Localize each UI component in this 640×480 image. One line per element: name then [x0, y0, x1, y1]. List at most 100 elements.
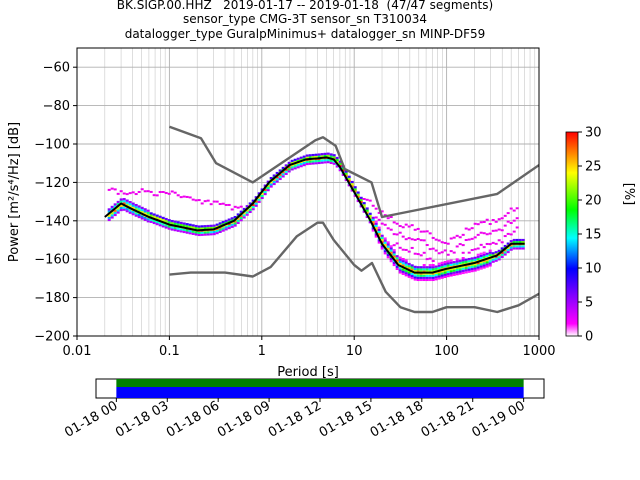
histogram-cell: [368, 214, 372, 218]
histogram-cell: [194, 227, 198, 230]
histogram-cell: [242, 212, 246, 215]
histogram-cell: [134, 206, 138, 209]
histogram-cell-low: [428, 248, 432, 251]
histogram-cell: [503, 244, 507, 248]
histogram-cell: [455, 258, 459, 261]
histogram-cell: [323, 161, 327, 164]
histogram-cell: [275, 178, 279, 181]
histogram-cell: [455, 271, 459, 274]
histogram-cell-low: [161, 190, 165, 193]
histogram-cell: [485, 252, 489, 255]
histogram-cell: [464, 258, 468, 261]
histogram-cell: [413, 265, 417, 268]
histogram-cell: [479, 263, 483, 266]
histogram-cell-low: [146, 190, 150, 193]
colorbar-tick-label: 20: [585, 194, 602, 209]
histogram-cell: [119, 204, 123, 207]
histogram-cell: [305, 156, 309, 159]
histogram-cell: [320, 153, 324, 156]
histogram-cell: [446, 260, 450, 263]
histogram-cell-low: [488, 232, 492, 235]
histogram-cell: [422, 264, 426, 267]
histogram-cell: [407, 262, 411, 266]
colorbar-tick-label: 0: [585, 330, 593, 345]
histogram-cell: [377, 230, 381, 234]
histogram-cell: [206, 233, 210, 236]
histogram-cell-low: [446, 253, 450, 256]
histogram-cell: [422, 270, 426, 273]
histogram-cell-low: [509, 233, 513, 236]
histogram-cell: [164, 226, 168, 229]
histogram-cell: [161, 223, 165, 226]
histogram-cell: [473, 256, 477, 259]
histogram-cell-low: [470, 227, 474, 230]
histogram-cell: [509, 240, 513, 243]
histogram-cell: [509, 244, 513, 247]
histogram-cell-low: [431, 236, 435, 239]
histogram-cell: [212, 224, 216, 227]
histogram-cell: [479, 256, 483, 260]
histogram-cell-low: [413, 252, 417, 255]
histogram-cell: [383, 252, 387, 255]
histogram-cell: [233, 215, 237, 219]
histogram-cell: [227, 218, 231, 221]
histogram-cell: [116, 211, 120, 214]
histogram-cell: [401, 270, 405, 273]
histogram-cell: [296, 157, 300, 160]
histogram-cell-low: [413, 228, 417, 231]
histogram-cell: [341, 173, 345, 176]
histogram-cell: [413, 278, 417, 281]
histogram-cell: [461, 261, 465, 264]
histogram-cell: [425, 270, 429, 273]
histogram-cell-low: [494, 242, 498, 245]
histogram-cell: [179, 221, 183, 225]
y-axis: −200 −180 −160 −140 −120 −100 −80 −60: [34, 61, 77, 345]
histogram-cell-low: [185, 195, 189, 198]
histogram-cell: [131, 210, 135, 214]
histogram-cell-low: [236, 206, 240, 209]
histogram-cell: [230, 223, 234, 226]
histogram-cell-low: [425, 244, 429, 247]
histogram-cell: [398, 262, 402, 266]
histogram-cell: [137, 209, 141, 212]
histogram-cell: [437, 275, 441, 278]
histogram-cell-low: [428, 232, 432, 235]
histogram-cell-low: [473, 222, 477, 225]
histogram-cell: [269, 181, 273, 184]
histogram-cell: [293, 165, 297, 168]
histogram-cell: [341, 167, 345, 170]
histogram-cell: [299, 162, 303, 166]
y-tick-label: −140: [34, 214, 70, 229]
histogram-cell: [407, 265, 411, 268]
histogram-cell: [449, 261, 453, 264]
time-tick-label: 01-19 00: [470, 398, 528, 440]
histogram-cell-low: [503, 224, 507, 227]
histogram-cell: [389, 251, 393, 254]
histogram-cell: [488, 251, 492, 254]
histogram-cell: [221, 227, 225, 230]
histogram-cell: [458, 272, 462, 275]
histogram-cell: [491, 260, 495, 263]
histogram-cell: [503, 253, 507, 256]
histogram-cell: [185, 229, 189, 232]
histogram-cell-low: [491, 219, 495, 222]
histogram-cell: [383, 237, 387, 240]
histogram-cell: [371, 227, 375, 230]
x-axis: 0.01 0.1 1 10 100 1000: [63, 336, 556, 359]
histogram-cell-low: [407, 225, 411, 228]
histogram-cell: [398, 267, 402, 270]
histogram-cell: [470, 257, 474, 260]
histogram-cell: [140, 208, 144, 212]
histogram-cell: [443, 260, 447, 264]
histogram-cell: [482, 264, 486, 267]
histogram-cell: [155, 214, 159, 217]
histogram-cell-low: [383, 223, 387, 226]
histogram-cell: [383, 241, 387, 244]
histogram-cell: [299, 165, 303, 168]
histogram-cell-low: [470, 237, 474, 240]
histogram-cell: [419, 276, 423, 279]
time-tick-label: 01-18 12: [266, 398, 324, 440]
histogram-cell: [413, 276, 417, 279]
histogram-cell: [308, 154, 312, 157]
histogram-cell: [383, 239, 387, 242]
